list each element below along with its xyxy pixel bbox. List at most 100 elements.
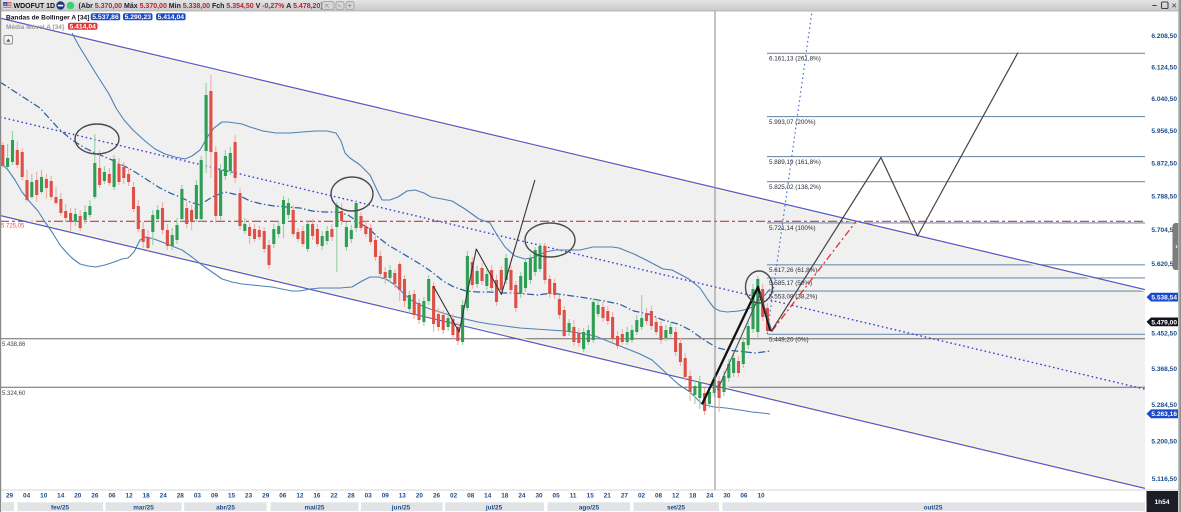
svg-text:29: 29	[6, 493, 14, 500]
svg-text:5.200,50: 5.200,50	[1151, 439, 1177, 446]
svg-text:18: 18	[143, 493, 151, 500]
svg-text:5.538,54: 5.538,54	[1151, 295, 1177, 302]
svg-text:mar/25: mar/25	[133, 504, 154, 511]
svg-text:11: 11	[570, 493, 577, 500]
svg-text:13: 13	[399, 493, 407, 500]
svg-text:5.263,16: 5.263,16	[1151, 411, 1177, 418]
svg-text:set/25: set/25	[667, 504, 686, 511]
svg-text:5.704,50: 5.704,50	[1151, 227, 1177, 234]
svg-text:1h54: 1h54	[1154, 499, 1169, 506]
svg-text:6.124,50: 6.124,50	[1151, 64, 1177, 71]
svg-text:5.452,50: 5.452,50	[1151, 330, 1177, 337]
svg-text:24: 24	[160, 493, 168, 500]
svg-text:5.370,00: 5.370,00	[140, 3, 167, 10]
svg-text:6.208,50: 6.208,50	[1151, 33, 1177, 40]
svg-text:15: 15	[587, 493, 595, 500]
svg-text:5.617,26 (61,8%): 5.617,26 (61,8%)	[769, 267, 817, 274]
svg-text:5.368,50: 5.368,50	[1151, 366, 1177, 373]
svg-text:06: 06	[740, 493, 748, 500]
svg-text:21: 21	[604, 493, 612, 500]
svg-text:ago/25: ago/25	[579, 504, 600, 511]
svg-text:5.370,00: 5.370,00	[95, 3, 122, 10]
svg-text:out/25: out/25	[924, 504, 943, 511]
svg-text:5.338,00: 5.338,00	[183, 3, 210, 10]
svg-text:08: 08	[467, 493, 475, 500]
svg-text:5.620,50: 5.620,50	[1151, 261, 1177, 268]
svg-text:23: 23	[245, 493, 253, 500]
svg-text:15: 15	[228, 493, 236, 500]
svg-text:Média Móvel A [34]: Média Móvel A [34]	[6, 24, 64, 31]
svg-text:5.479,00: 5.479,00	[1151, 319, 1177, 326]
svg-text:5.956,50: 5.956,50	[1151, 128, 1177, 135]
svg-text:fev/25: fev/25	[51, 504, 70, 511]
svg-text:A: A	[286, 3, 291, 10]
svg-text:24: 24	[518, 493, 526, 500]
svg-text:27: 27	[621, 493, 629, 500]
svg-text:18: 18	[501, 493, 509, 500]
svg-text:12: 12	[672, 493, 680, 500]
svg-text:14: 14	[484, 493, 492, 500]
svg-text:+: +	[348, 3, 352, 10]
svg-text:06: 06	[108, 493, 116, 500]
svg-text:×: ×	[1172, 1, 1177, 11]
svg-text:5.788,50: 5.788,50	[1151, 194, 1177, 201]
svg-text:5.414,04: 5.414,04	[158, 14, 185, 21]
svg-text:12: 12	[296, 493, 304, 500]
svg-text:14: 14	[57, 493, 65, 500]
svg-text:5.116,50: 5.116,50	[1152, 476, 1178, 483]
svg-text:mai/25: mai/25	[305, 504, 325, 511]
svg-text:30: 30	[535, 493, 543, 500]
svg-text:↖: ↖	[338, 4, 343, 10]
svg-text:(Abr: (Abr	[79, 3, 94, 10]
svg-text:09: 09	[382, 493, 390, 500]
svg-text:5.725,05: 5.725,05	[1, 224, 25, 230]
svg-text:26: 26	[91, 493, 99, 500]
svg-text:26: 26	[433, 493, 441, 500]
svg-text:abr/25: abr/25	[216, 504, 235, 511]
svg-text:30: 30	[723, 493, 731, 500]
svg-text:12: 12	[126, 493, 134, 500]
svg-text:jun/25: jun/25	[391, 504, 411, 511]
svg-text:6.040,50: 6.040,50	[1151, 96, 1177, 103]
svg-text:10: 10	[757, 493, 765, 500]
svg-text:05: 05	[553, 493, 561, 500]
svg-text:Máx: Máx	[124, 3, 138, 10]
svg-text:5.324,60: 5.324,60	[2, 391, 26, 397]
svg-text:03: 03	[194, 493, 202, 500]
svg-text:5.284,50: 5.284,50	[1151, 402, 1177, 409]
svg-text:22: 22	[330, 493, 338, 500]
svg-text:29: 29	[262, 493, 270, 500]
svg-text:Min: Min	[169, 3, 181, 10]
svg-text:–: –	[1152, 0, 1157, 10]
svg-text:Bandas de Bollinger A [34]: Bandas de Bollinger A [34]	[6, 14, 89, 21]
svg-text:5.889,19 (161,8%): 5.889,19 (161,8%)	[769, 159, 821, 166]
svg-text:28: 28	[177, 493, 185, 500]
svg-text:5.993,07 (200%): 5.993,07 (200%)	[769, 119, 816, 126]
svg-text:5.825,02 (138,2%): 5.825,02 (138,2%)	[769, 184, 821, 191]
svg-text:24: 24	[706, 493, 714, 500]
svg-text:03: 03	[365, 493, 373, 500]
svg-text:Fch: Fch	[212, 3, 224, 10]
svg-text:‹: ‹	[1175, 244, 1178, 251]
svg-text:5.585,17 (50%): 5.585,17 (50%)	[769, 280, 812, 287]
svg-text:04: 04	[23, 493, 31, 500]
svg-text:20: 20	[416, 493, 424, 500]
svg-text:02: 02	[450, 493, 458, 500]
svg-text:5.438,86: 5.438,86	[2, 342, 26, 348]
svg-text:⇱: ⇱	[325, 3, 330, 10]
svg-text:-0,27%: -0,27%	[262, 3, 285, 10]
svg-text:V: V	[256, 3, 261, 10]
svg-text:5.478,20): 5.478,20)	[293, 3, 323, 10]
svg-text:09: 09	[211, 493, 219, 500]
svg-text:5.354,50: 5.354,50	[226, 3, 253, 10]
svg-text:5.449,20 (0%): 5.449,20 (0%)	[769, 337, 809, 344]
svg-text:5.537,86: 5.537,86	[92, 14, 119, 21]
svg-text:18: 18	[689, 493, 697, 500]
svg-text:16: 16	[313, 493, 321, 500]
svg-text:WDOFUT 1D: WDOFUT 1D	[14, 3, 56, 10]
svg-text:5.414,04: 5.414,04	[69, 24, 96, 31]
svg-text:28: 28	[348, 493, 356, 500]
svg-text:08: 08	[655, 493, 663, 500]
svg-text:6.161,13 (261,8%): 6.161,13 (261,8%)	[769, 56, 821, 63]
svg-text:5.872,50: 5.872,50	[1151, 161, 1177, 168]
